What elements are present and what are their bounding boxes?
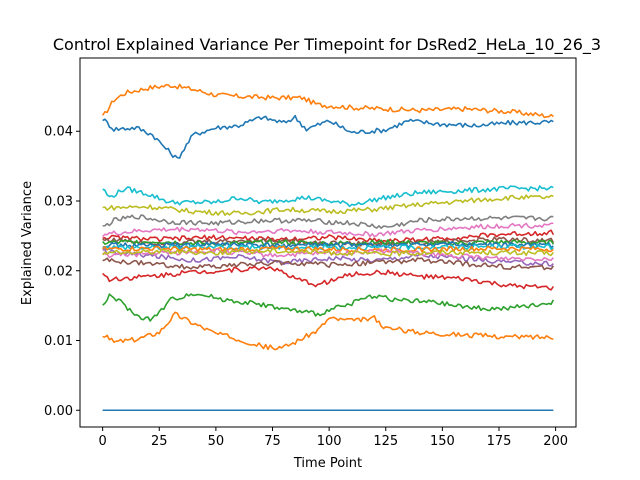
x-tick-label: 100: [317, 434, 342, 449]
series-line-10: [102, 241, 554, 249]
plot-area: [101, 83, 555, 412]
y-tick-label: 0.04: [44, 125, 73, 140]
y-axis-label: Explained Variance: [20, 181, 35, 305]
x-tick-label: 0: [99, 434, 107, 449]
y-tick-label: 0.03: [44, 194, 73, 209]
chart-title: Control Explained Variance Per Timepoint…: [53, 35, 601, 55]
series-line-18: [102, 293, 555, 322]
x-tick-label: 150: [430, 434, 455, 449]
series-line-11: [102, 243, 554, 251]
y-tick-label: 0.02: [44, 264, 73, 279]
series-line-2: [102, 114, 554, 159]
series-line-12: [102, 245, 554, 253]
series-line-17: [102, 265, 555, 291]
series-line-19: [102, 311, 554, 351]
series-line-16: [102, 257, 555, 271]
x-tick-label: 200: [543, 434, 568, 449]
series-line-3: [102, 185, 554, 208]
axes: 0 25 50 75 100 125 150 175 200 0.00 0.01 0.02 0.03 0.…: [44, 57, 577, 449]
x-tick-label: 175: [487, 434, 512, 449]
x-tick-label: 50: [208, 434, 225, 449]
series-line-5: [102, 214, 554, 230]
x-tick-label: 75: [264, 434, 281, 449]
axes-frame: [79, 57, 577, 428]
series-line-4: [102, 194, 554, 216]
series-line-6: [102, 222, 554, 238]
y-tick-label: 0.01: [44, 334, 73, 349]
x-tick-label: 125: [373, 434, 398, 449]
y-tick-label: 0.00: [44, 404, 73, 419]
x-tick-label: 25: [151, 434, 168, 449]
series-line-15: [102, 247, 554, 257]
series-line-13: [102, 248, 554, 267]
series-line-1: [101, 83, 554, 119]
x-axis-label: Time Point: [293, 456, 362, 471]
